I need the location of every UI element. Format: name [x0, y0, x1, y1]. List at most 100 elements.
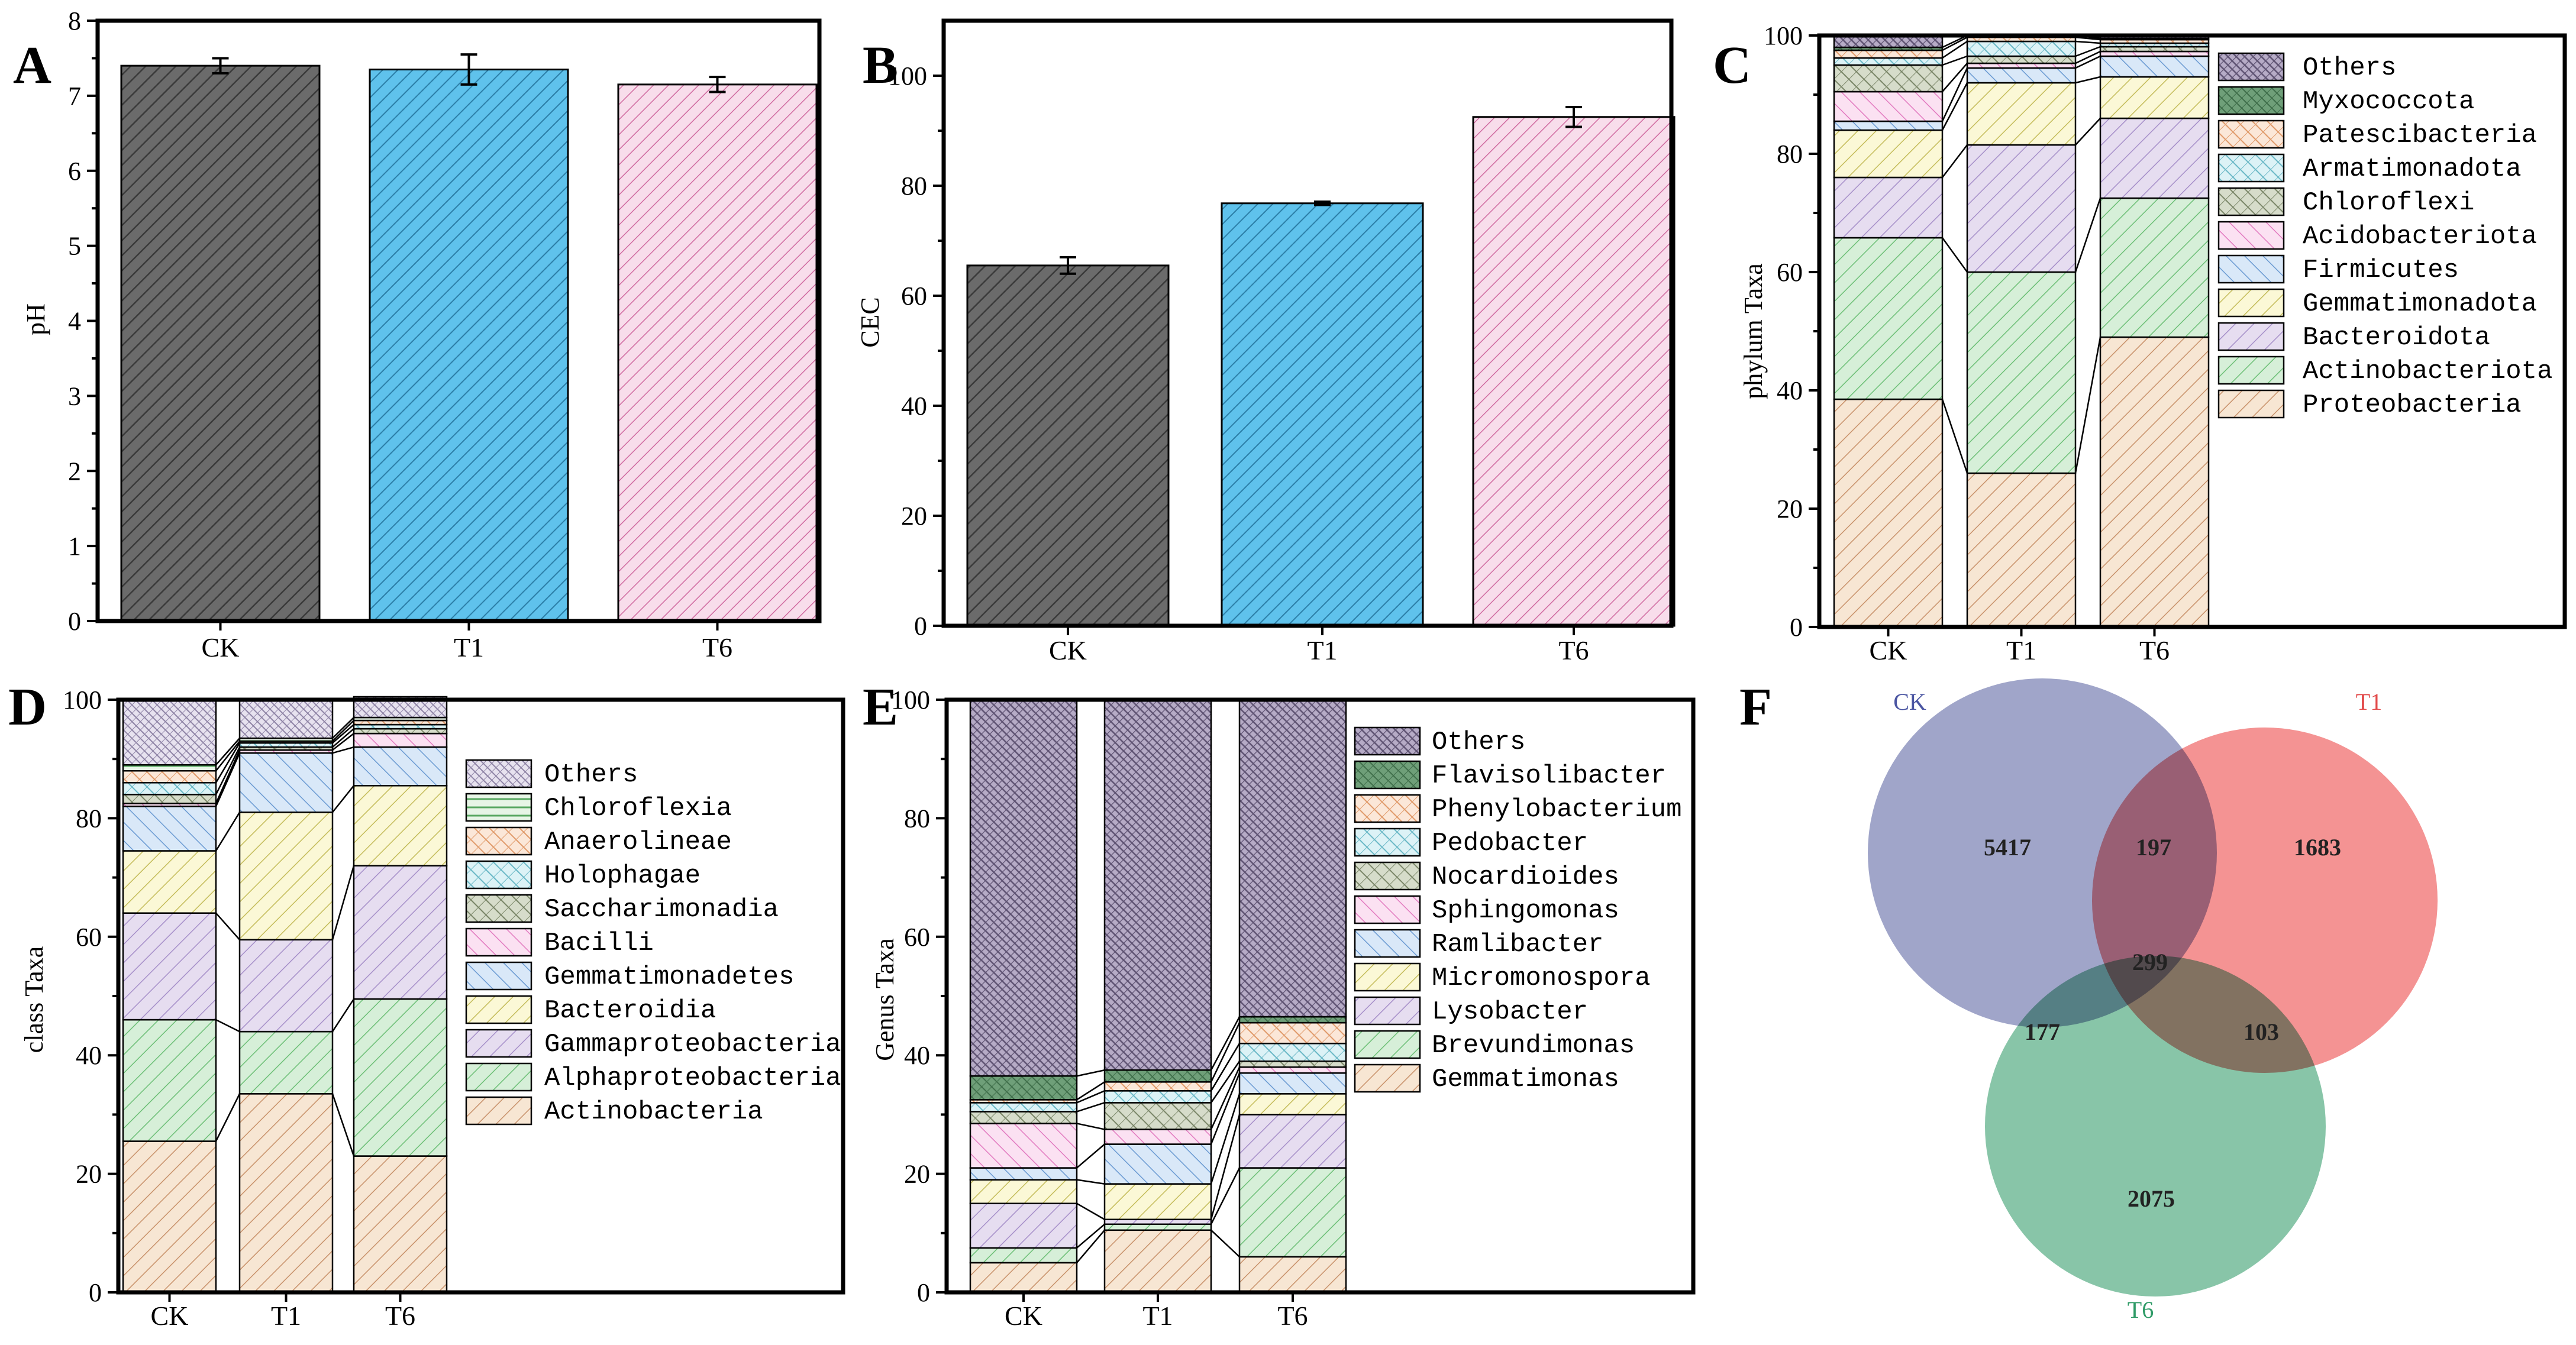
legend-label-chloroflexi: Chloroflexi: [2303, 188, 2474, 218]
segment-ck-sphingomonas: [969, 1123, 1078, 1169]
legend-label-others: Others: [1432, 728, 1525, 757]
legend-label-myxococcota: Myxococcota: [2303, 87, 2474, 117]
connector-line: [1210, 1043, 1241, 1091]
legend-swatch-bacilli: [465, 927, 532, 957]
connector-line: [2074, 337, 2102, 474]
segment-t1-gammaproteobacteria: [238, 939, 334, 1033]
connector-line: [332, 717, 354, 739]
bar-t1: [1221, 202, 1424, 627]
legend-label-proteobacteria: Proteobacteria: [2303, 390, 2522, 420]
connector-line: [2074, 198, 2102, 273]
venn-set-label-t1: T1: [2356, 688, 2382, 715]
x-tick-label-t1: T1: [1142, 1301, 1173, 1331]
segment-ck-chloroflexia: [122, 764, 217, 772]
y-tick-label: 100: [888, 62, 927, 90]
legend-swatch-alphaproteobacteria: [465, 1062, 532, 1092]
connector-line: [1942, 63, 1968, 92]
bar-ck: [966, 264, 1170, 627]
legend-swatch-myxococcota: [2217, 86, 2285, 115]
legend-label-gammaproteobacteria: Gammaproteobacteria: [544, 1030, 841, 1059]
connector-line: [1076, 1123, 1105, 1130]
legend-label-holophagae: Holophagae: [544, 861, 701, 891]
connector-line: [2075, 50, 2101, 64]
x-tick-label-t6: T6: [385, 1301, 415, 1331]
legend-label-sphingomonas: Sphingomonas: [1432, 896, 1619, 926]
segment-t1-others: [238, 699, 334, 739]
connector-line: [2075, 36, 2101, 41]
legend-swatch-actinobacteriota: [2217, 355, 2285, 385]
venn-set-label-ck: CK: [1893, 688, 1926, 715]
panel-label-d: D: [8, 678, 47, 736]
connector-line: [1210, 1066, 1241, 1130]
segment-t1-gemmatimonadota: [1966, 82, 2077, 146]
connector-line: [332, 746, 354, 754]
y-axis-title: class Taxa: [20, 946, 49, 1053]
y-tick-label: 60: [76, 923, 102, 952]
legend-swatch-gemmatimonadota: [2217, 288, 2285, 318]
segment-ck-lysobacter: [969, 1202, 1078, 1249]
x-tick-label-t6: T6: [2139, 635, 2170, 665]
segment-t1-gemmatimonas: [1103, 1229, 1212, 1294]
segment-ck-holophagae: [122, 782, 217, 796]
legend-label-patescibacteria: Patescibacteria: [2303, 121, 2537, 150]
legend-label-bacilli: Bacilli: [544, 929, 654, 958]
legend-label-alphaproteobacteria: Alphaproteobacteria: [544, 1063, 841, 1093]
panel-a-ph-chart: 0 1 2 3 4 5 6 7 8 CK T1 T6 pH: [21, 7, 822, 662]
segment-t6-nocardioides: [1238, 1060, 1347, 1068]
y-tick-label: 2: [68, 457, 81, 486]
connector-line: [1210, 1061, 1241, 1104]
legend-label-nocardioides: Nocardioides: [1432, 862, 1619, 892]
connector-line: [1076, 1179, 1105, 1185]
legend-swatch-gemmatimonas: [1354, 1063, 1421, 1093]
x-tick-label-ck: CK: [151, 1301, 189, 1331]
venn-count-ck-t1: 197: [2136, 834, 2171, 861]
connector-line: [332, 785, 354, 813]
legend-swatch-armatimonadota: [2217, 153, 2285, 183]
connector-line: [215, 741, 240, 772]
segment-t1-bacteroidia: [238, 811, 334, 941]
segment-t6-actinobacteria: [353, 1155, 448, 1294]
segment-ck-gemmatimonadota: [1833, 129, 1944, 179]
segment-t1-chloroflexi: [1966, 55, 2077, 64]
panel-label-f: F: [1739, 678, 1772, 736]
legend-label-bacteroidota: Bacteroidota: [2303, 323, 2490, 353]
y-tick-label: 60: [1777, 258, 1803, 287]
x-tick-label-t6: T6: [702, 632, 732, 662]
connector-line: [1210, 1016, 1241, 1071]
legend-swatch-anaerolineae: [465, 826, 532, 856]
y-tick-label: 100: [63, 686, 102, 714]
legend-label-anaerolineae: Anaerolineae: [544, 827, 732, 857]
venn-count-ck-only: 5417: [1984, 834, 2031, 861]
segment-t6-proteobacteria: [2099, 336, 2210, 628]
segment-t6-phenylobacterium: [1238, 1021, 1347, 1045]
connector-line: [1076, 1090, 1105, 1104]
connector-line: [215, 742, 241, 783]
y-tick-label: 0: [917, 1278, 930, 1307]
y-tick-label: 20: [1777, 494, 1803, 523]
venn-count-t1-only: 1683: [2294, 834, 2341, 861]
connector-line: [331, 865, 355, 940]
connector-line: [215, 752, 241, 807]
legend-swatch-others: [465, 759, 532, 788]
connector-line: [332, 728, 354, 748]
x-tick-label-t1: T1: [2006, 635, 2036, 665]
x-tick-label-ck: CK: [1005, 1301, 1042, 1331]
segment-t6-pedobacter: [1238, 1042, 1347, 1062]
legend-swatch-bacteroidia: [465, 995, 532, 1024]
legend-swatch-firmicutes: [2217, 254, 2285, 284]
panel-f-venn-diagram: CK T1 T6 5417 1683 2075 197 177 103 299: [1868, 678, 2438, 1323]
legend-label-others: Others: [544, 760, 638, 790]
y-tick-label: 3: [68, 381, 81, 410]
connector-line: [1076, 1102, 1105, 1113]
segment-ck-alphaproteobacteria: [122, 1019, 217, 1142]
connector-line: [1942, 144, 1968, 178]
legend-swatch-chloroflexi: [2217, 187, 2285, 216]
connector-line: [1210, 1022, 1241, 1082]
segment-ck-firmicutes: [1833, 120, 1944, 131]
legend-swatch-pedobacter: [1354, 827, 1421, 857]
segment-t6-gemmatimonadetes: [353, 746, 448, 787]
y-tick-label: 1: [68, 532, 81, 561]
connector-line: [331, 1093, 355, 1156]
venn-count-t6-only: 2075: [2128, 1185, 2175, 1212]
segment-ck-ramlibacter: [969, 1167, 1078, 1181]
